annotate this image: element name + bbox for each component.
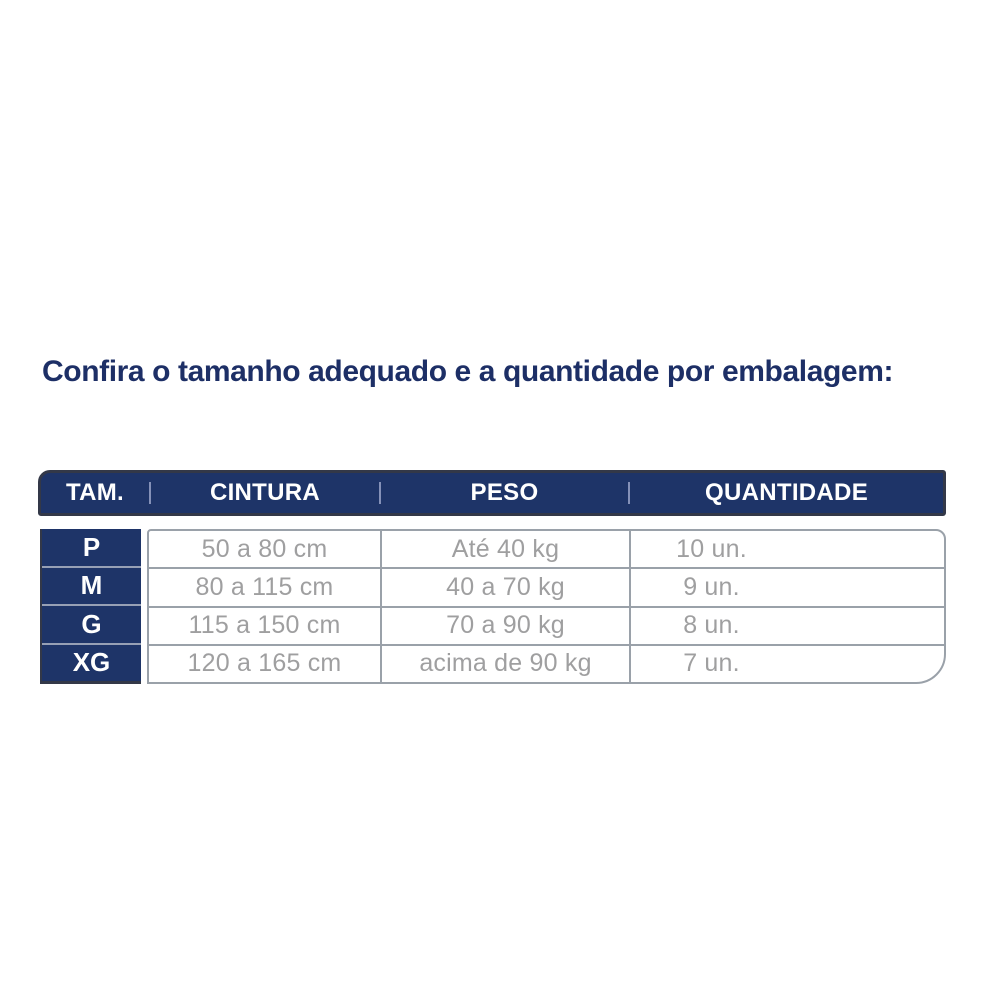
size-cell: G: [42, 606, 141, 645]
quantidade-cell: 7 un.: [683, 649, 740, 678]
data-panel: 50 a 80 cm Até 40 kg 10 un. 80 a 115 cm 40 a…: [147, 529, 946, 684]
header-divider: [379, 482, 381, 504]
header-divider: [149, 482, 151, 504]
cintura-cell: 115 a 150 cm: [149, 607, 382, 644]
peso-cell: Até 40 kg: [382, 531, 631, 568]
header-divider: [628, 482, 630, 504]
header-quantidade: QUANTIDADE: [705, 479, 868, 506]
table-row: 80 a 115 cm 40 a 70 kg 9 un.: [149, 569, 944, 608]
cintura-cell: 50 a 80 cm: [149, 531, 382, 568]
size-cell: XG: [72, 647, 111, 678]
size-cell: P: [42, 529, 141, 568]
cintura-cell: 80 a 115 cm: [149, 569, 382, 606]
header-tam: TAM.: [65, 479, 125, 506]
table-row: 115 a 150 cm 70 a 90 kg 8 un.: [149, 607, 944, 646]
table-header-row: TAM. CINTURA PESO QUANTIDADE: [38, 470, 946, 516]
quantidade-cell: 8 un.: [683, 611, 740, 640]
table-row: 50 a 80 cm Até 40 kg 10 un.: [149, 531, 944, 570]
table-row: 120 a 165 cm acima de 90 kg 7 un.: [149, 645, 944, 682]
header-cintura: CINTURA: [209, 479, 321, 506]
size-column: P M G XG: [40, 529, 141, 684]
peso-cell: 70 a 90 kg: [382, 607, 631, 644]
page-title: Confira o tamanho adequado e a quantidad…: [42, 355, 894, 388]
header-peso: PESO: [470, 479, 539, 506]
cintura-cell: 120 a 165 cm: [149, 645, 382, 682]
quantidade-cell: 9 un.: [683, 572, 740, 601]
quantidade-cell: 10 un.: [676, 534, 747, 563]
peso-cell: 40 a 70 kg: [382, 569, 631, 606]
peso-cell: acima de 90 kg: [382, 645, 631, 682]
size-cell: M: [42, 568, 141, 606]
